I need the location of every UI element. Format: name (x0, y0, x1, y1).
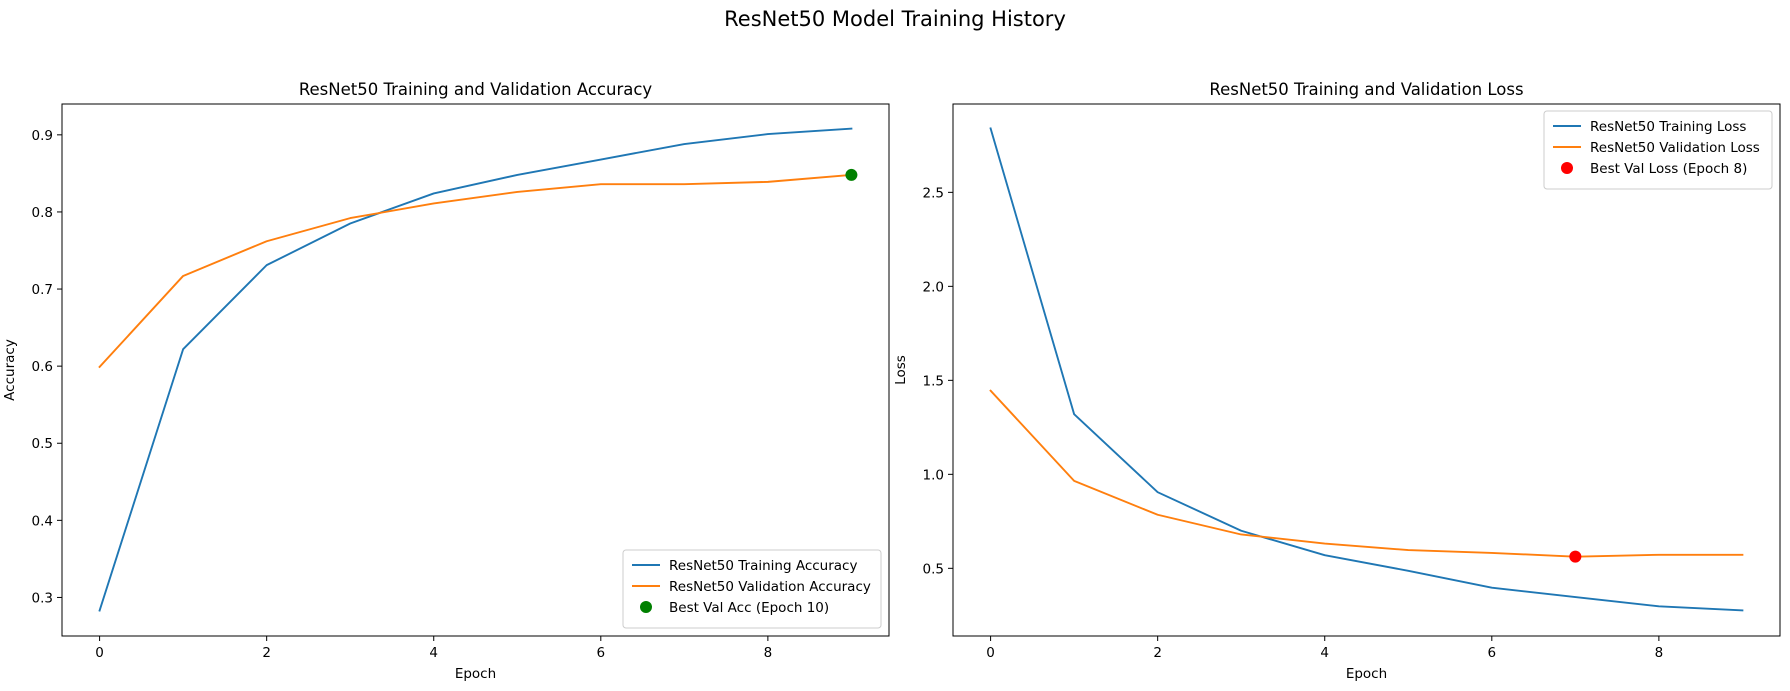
chart-title: ResNet50 Training and Validation Accurac… (299, 80, 653, 99)
y-tick-label: 0.4 (32, 513, 53, 529)
legend-box (1543, 110, 1773, 190)
legend-entry-1: ResNet50 Training Loss (1590, 119, 1746, 135)
y-tick-label: 0.3 (32, 590, 53, 606)
legend: ResNet50 Training Loss ResNet50 Validatio… (1543, 110, 1773, 190)
y-tick-label: 0.7 (32, 282, 53, 298)
axes-frame (952, 103, 1781, 637)
chart-title: ResNet50 Training and Validation Loss (1209, 80, 1523, 99)
legend: ResNet50 Training Accuracy ResNet50 Valid… (622, 549, 882, 629)
legend-entry-1: ResNet50 Training Accuracy (669, 558, 857, 574)
legend-marker-swatch (640, 601, 652, 613)
y-tick-label: 2.5 (923, 185, 944, 201)
y-tick-label: 0.5 (32, 436, 53, 452)
y-tick-label: 1.0 (923, 467, 944, 483)
x-axis-label: Epoch (1346, 666, 1387, 682)
figure-suptitle: ResNet50 Model Training History (724, 7, 1066, 31)
y-axis-label: Loss (893, 355, 909, 385)
x-tick-label: 6 (597, 645, 606, 661)
y-tick-label: 1.5 (923, 373, 944, 389)
x-tick-label: 0 (95, 645, 104, 661)
x-tick-label: 4 (429, 645, 438, 661)
y-tick-label: 0.9 (32, 128, 53, 144)
y-axis-label: Accuracy (2, 339, 18, 401)
series-line-2 (98, 173, 853, 369)
series-line-1 (98, 127, 853, 612)
y-tick-label: 0.8 (32, 205, 53, 221)
x-tick-label: 2 (1153, 645, 1162, 661)
best-marker (845, 168, 858, 181)
charts-group: ResNet50 Training and Validation Accurac… (2, 80, 1781, 682)
series-line-2 (989, 389, 1744, 558)
x-tick-label: 2 (262, 645, 271, 661)
legend-box (622, 549, 882, 629)
legend-entry-2: ResNet50 Validation Accuracy (669, 579, 871, 595)
chart-2: ResNet50 Training and Validation Loss 0 2 4… (893, 80, 1781, 682)
series-line-1 (989, 127, 1744, 612)
legend-entry-marker: Best Val Acc (Epoch 10) (669, 600, 829, 616)
y-tick-label: 0.6 (32, 359, 53, 375)
x-tick-label: 4 (1320, 645, 1329, 661)
x-tick-label: 0 (986, 645, 995, 661)
best-marker (1569, 550, 1582, 563)
axes-frame (61, 103, 890, 637)
y-tick-label: 0.5 (923, 561, 944, 577)
legend-entry-2: ResNet50 Validation Loss (1590, 140, 1760, 156)
x-tick-label: 8 (764, 645, 773, 661)
chart-1: ResNet50 Training and Validation Accurac… (2, 80, 890, 682)
x-axis-label: Epoch (455, 666, 496, 682)
legend-marker-swatch (1561, 162, 1573, 174)
x-tick-label: 8 (1655, 645, 1664, 661)
y-tick-label: 2.0 (923, 279, 944, 295)
x-tick-label: 6 (1488, 645, 1497, 661)
legend-entry-marker: Best Val Loss (Epoch 8) (1590, 161, 1747, 177)
